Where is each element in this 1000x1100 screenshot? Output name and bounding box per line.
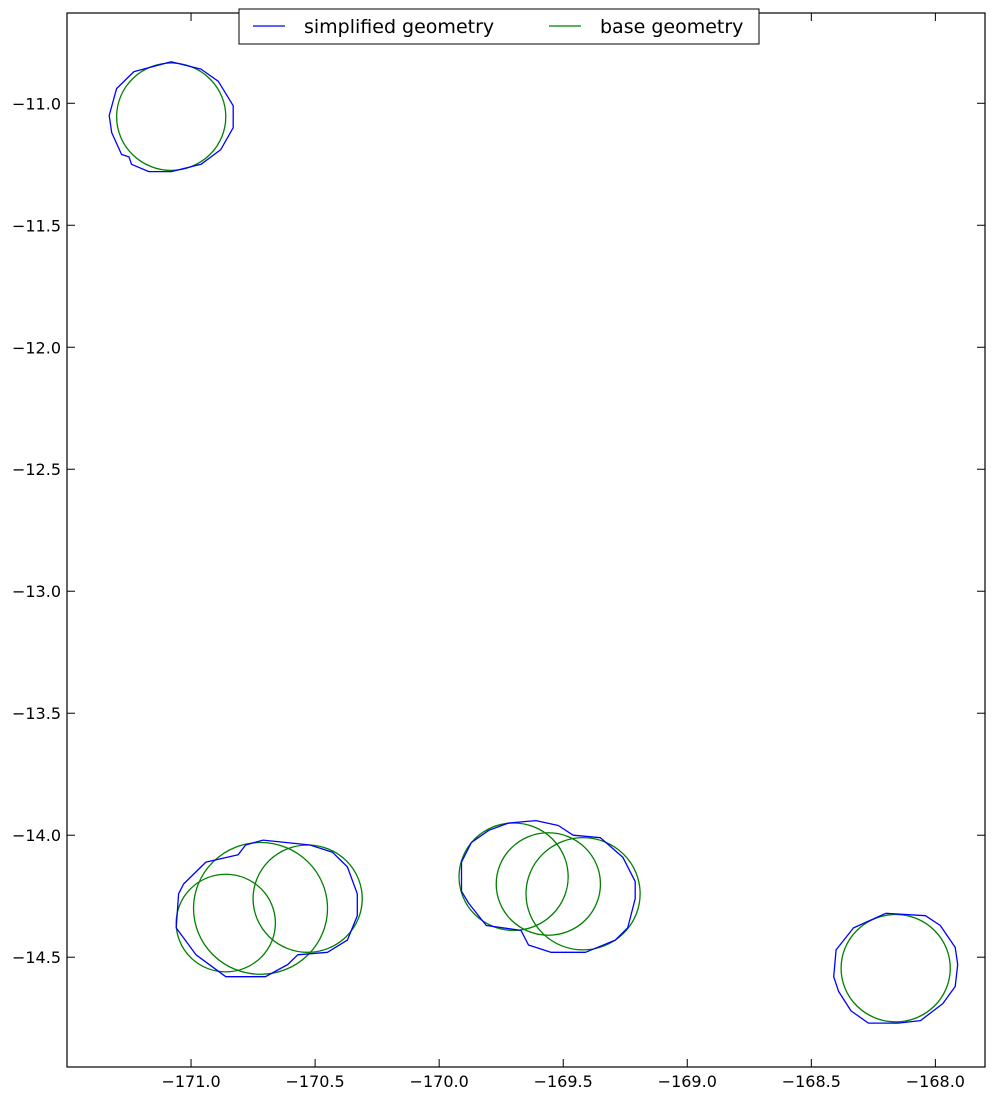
base-geometry-outline-6	[525, 837, 641, 951]
base-geometry-outline-7	[495, 832, 602, 936]
simplified-geometry-polygon-3	[460, 819, 636, 953]
plot-data	[108, 61, 959, 1024]
legend: simplified geometry base geometry	[238, 8, 760, 45]
base-geometry-outline-8	[840, 913, 951, 1023]
x-tick-label: −168.0	[906, 1072, 965, 1091]
x-tick-label: −169.5	[534, 1072, 593, 1091]
simplified-geometry-polygon-1	[108, 61, 234, 173]
y-tick-label: −14.0	[12, 826, 61, 845]
x-tick-label: −169.0	[658, 1072, 717, 1091]
simplified-geometry-polygon-4	[833, 912, 959, 1024]
x-tick-label: −170.0	[410, 1072, 469, 1091]
base-geometry-outline-1	[115, 62, 227, 172]
axes-ticks: −171.0 −170.5 −170.0 −169.5 −169.0 −168.5 −168…	[12, 13, 985, 1091]
legend-box	[238, 8, 760, 45]
base-geometry-outline-3	[175, 873, 277, 973]
x-tick-label: −170.5	[285, 1072, 344, 1091]
x-tick-label: −168.5	[782, 1072, 841, 1091]
plot-frame	[66, 12, 986, 1068]
y-tick-label: −11.5	[12, 216, 61, 235]
y-tick-label: −14.5	[12, 948, 61, 967]
base-geometry-outline-2	[192, 841, 329, 975]
y-tick-label: −13.0	[12, 582, 61, 601]
y-tick-label: −13.5	[12, 704, 61, 723]
y-tick-label: −12.5	[12, 460, 61, 479]
simplified-geometry-polygon-2	[175, 839, 358, 978]
y-tick-label: −12.0	[12, 338, 61, 357]
legend-label-base: base geometry	[600, 16, 743, 38]
y-tick-label: −11.0	[12, 94, 61, 113]
legend-label-simplified: simplified geometry	[304, 16, 494, 38]
x-tick-label: −171.0	[161, 1072, 220, 1091]
